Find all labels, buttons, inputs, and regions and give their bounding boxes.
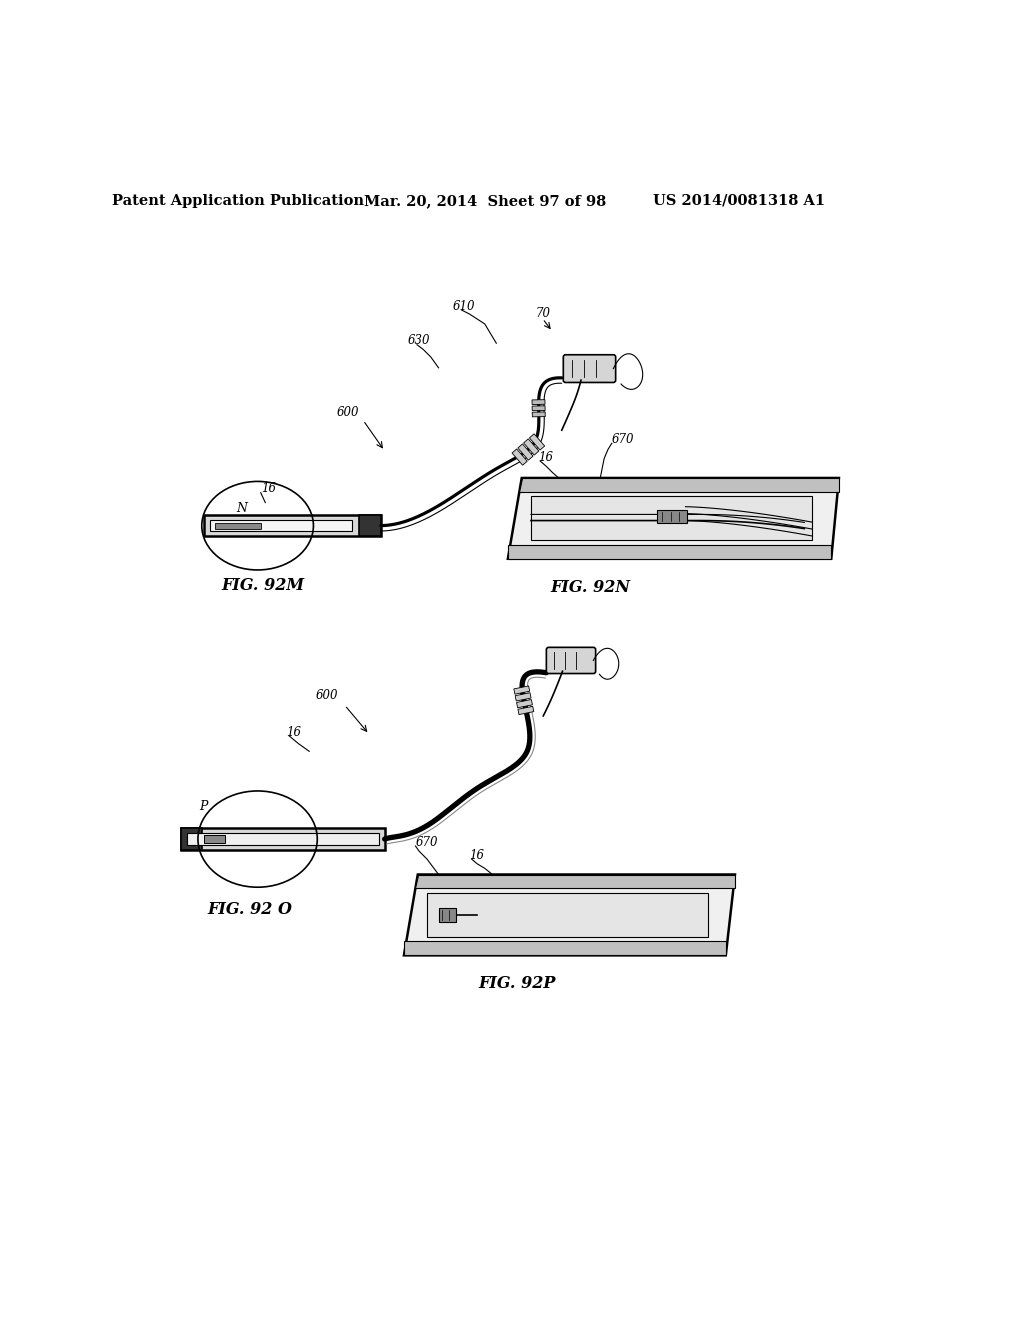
- Text: 16: 16: [469, 849, 484, 862]
- Polygon shape: [515, 693, 531, 701]
- FancyBboxPatch shape: [186, 833, 379, 845]
- FancyBboxPatch shape: [427, 892, 708, 937]
- FancyBboxPatch shape: [180, 829, 385, 850]
- Text: 16: 16: [539, 450, 554, 463]
- Text: 670: 670: [416, 836, 438, 849]
- Text: FIG. 92N: FIG. 92N: [550, 578, 630, 595]
- Polygon shape: [532, 400, 545, 404]
- Polygon shape: [523, 438, 539, 455]
- Text: Patent Application Publication: Patent Application Publication: [113, 194, 365, 207]
- Text: 16: 16: [261, 482, 276, 495]
- FancyBboxPatch shape: [210, 520, 352, 531]
- Text: 610: 610: [453, 300, 475, 313]
- FancyBboxPatch shape: [531, 496, 812, 540]
- FancyBboxPatch shape: [180, 829, 202, 850]
- Polygon shape: [508, 545, 831, 558]
- Text: FIG. 92 O: FIG. 92 O: [208, 900, 293, 917]
- Text: 70: 70: [536, 308, 551, 321]
- Polygon shape: [403, 941, 726, 956]
- Text: 600: 600: [315, 689, 338, 702]
- Polygon shape: [518, 706, 534, 714]
- FancyBboxPatch shape: [563, 355, 615, 383]
- Polygon shape: [514, 686, 529, 694]
- FancyBboxPatch shape: [547, 647, 596, 673]
- Polygon shape: [415, 874, 735, 888]
- Polygon shape: [508, 478, 839, 558]
- Text: 630: 630: [408, 334, 430, 347]
- Polygon shape: [532, 412, 545, 417]
- Polygon shape: [529, 434, 545, 450]
- Text: N: N: [237, 502, 248, 515]
- Polygon shape: [518, 478, 839, 492]
- Text: 670: 670: [611, 433, 634, 446]
- FancyBboxPatch shape: [657, 510, 687, 524]
- Text: 600: 600: [337, 407, 359, 418]
- Polygon shape: [516, 700, 532, 708]
- FancyBboxPatch shape: [215, 523, 261, 529]
- Text: US 2014/0081318 A1: US 2014/0081318 A1: [652, 194, 825, 207]
- FancyBboxPatch shape: [204, 515, 381, 536]
- Polygon shape: [403, 874, 735, 956]
- FancyBboxPatch shape: [438, 908, 456, 921]
- Text: P: P: [200, 800, 208, 813]
- Polygon shape: [512, 449, 527, 465]
- FancyBboxPatch shape: [359, 515, 381, 536]
- Text: FIG. 92M: FIG. 92M: [221, 577, 304, 594]
- Polygon shape: [518, 444, 534, 461]
- FancyBboxPatch shape: [204, 836, 225, 843]
- Text: FIG. 92P: FIG. 92P: [478, 975, 556, 993]
- Text: Mar. 20, 2014  Sheet 97 of 98: Mar. 20, 2014 Sheet 97 of 98: [364, 194, 606, 207]
- Text: 16: 16: [286, 726, 301, 739]
- Polygon shape: [532, 405, 545, 411]
